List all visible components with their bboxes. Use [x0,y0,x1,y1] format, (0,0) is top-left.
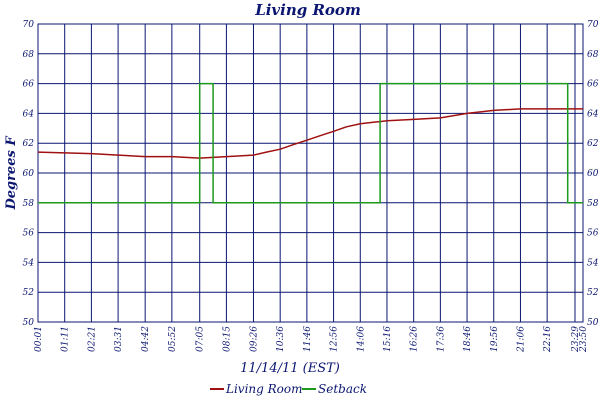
y-tick-label: 64 [23,109,35,119]
x-tick-label: 15:16 [383,326,393,352]
y-axis-label: Degrees F [4,136,19,211]
x-tick-label: 19:56 [490,326,500,352]
series-line-living-room [37,108,583,159]
x-tick-label: 07:05 [196,326,206,352]
x-tick-label: 03:31 [114,326,124,352]
y-tick-label: 54 [23,258,35,268]
y-tick-label-right: 50 [587,318,599,328]
y-tick-label-right: 64 [587,109,599,119]
x-tick-label: 05:52 [168,326,178,352]
x-axis-label: 11/14/11 (EST) [240,361,340,376]
x-tick-label: 22:16 [543,326,553,353]
x-tick-label: 23:29 [571,326,581,353]
legend-label: Living Room [225,382,303,396]
y-tick-label: 62 [23,139,35,149]
y-tick-label: 58 [23,199,35,209]
series-lines [37,82,583,204]
y-tick-label: 70 [23,20,35,30]
y-tick-label: 56 [23,229,35,239]
x-tick-label: 08:15 [222,326,232,352]
y-tick-label-right: 70 [587,20,599,30]
series-line-setback [38,82,583,204]
y-tick-label-right: 56 [587,229,599,239]
x-tick-label: 09:26 [249,326,259,352]
legend: Living Room Setback [210,382,367,396]
y-tick-label: 52 [23,288,35,298]
y-axis-ticks: 50 50 52 52 54 54 56 56 58 58 60 60 62 62 64 64 66 66 68 68… [23,20,599,328]
x-tick-label: 12:56 [330,326,340,352]
x-tick-label: 21:06 [516,326,526,353]
x-tick-label: 11:46 [303,326,313,352]
y-tick-label: 60 [23,169,35,179]
x-tick-label: 10:36 [276,326,286,352]
legend-label: Setback [318,382,367,396]
x-tick-label: 16:26 [410,326,420,352]
y-tick-label-right: 66 [587,80,599,90]
y-tick-label: 50 [23,318,35,328]
x-tick-label: 01:11 [61,326,71,352]
y-tick-label-right: 54 [587,258,599,268]
y-tick-label-right: 68 [587,50,599,60]
y-tick-label-right: 62 [587,139,599,149]
y-tick-label-right: 60 [587,169,599,179]
x-tick-label: 04:42 [141,326,151,352]
y-tick-label: 68 [23,50,35,60]
x-tick-label: 14:06 [356,326,366,352]
chart-title: Living Room [254,1,361,19]
y-tick-label: 66 [23,80,35,90]
x-tick-label: 18:46 [463,326,473,352]
x-tick-label: 17:36 [436,326,446,352]
x-tick-label: 00:01 [34,326,44,352]
x-tick-label: 02:21 [87,326,97,352]
x-axis-ticks: 00:01 01:11 02:21 03:31 04:42 05:52 07:05 08:15… [34,326,589,353]
y-tick-label-right: 52 [587,288,599,298]
gridlines [37,23,584,323]
y-tick-label-right: 58 [587,199,599,209]
x-tick-label: 23:50 [579,326,589,353]
